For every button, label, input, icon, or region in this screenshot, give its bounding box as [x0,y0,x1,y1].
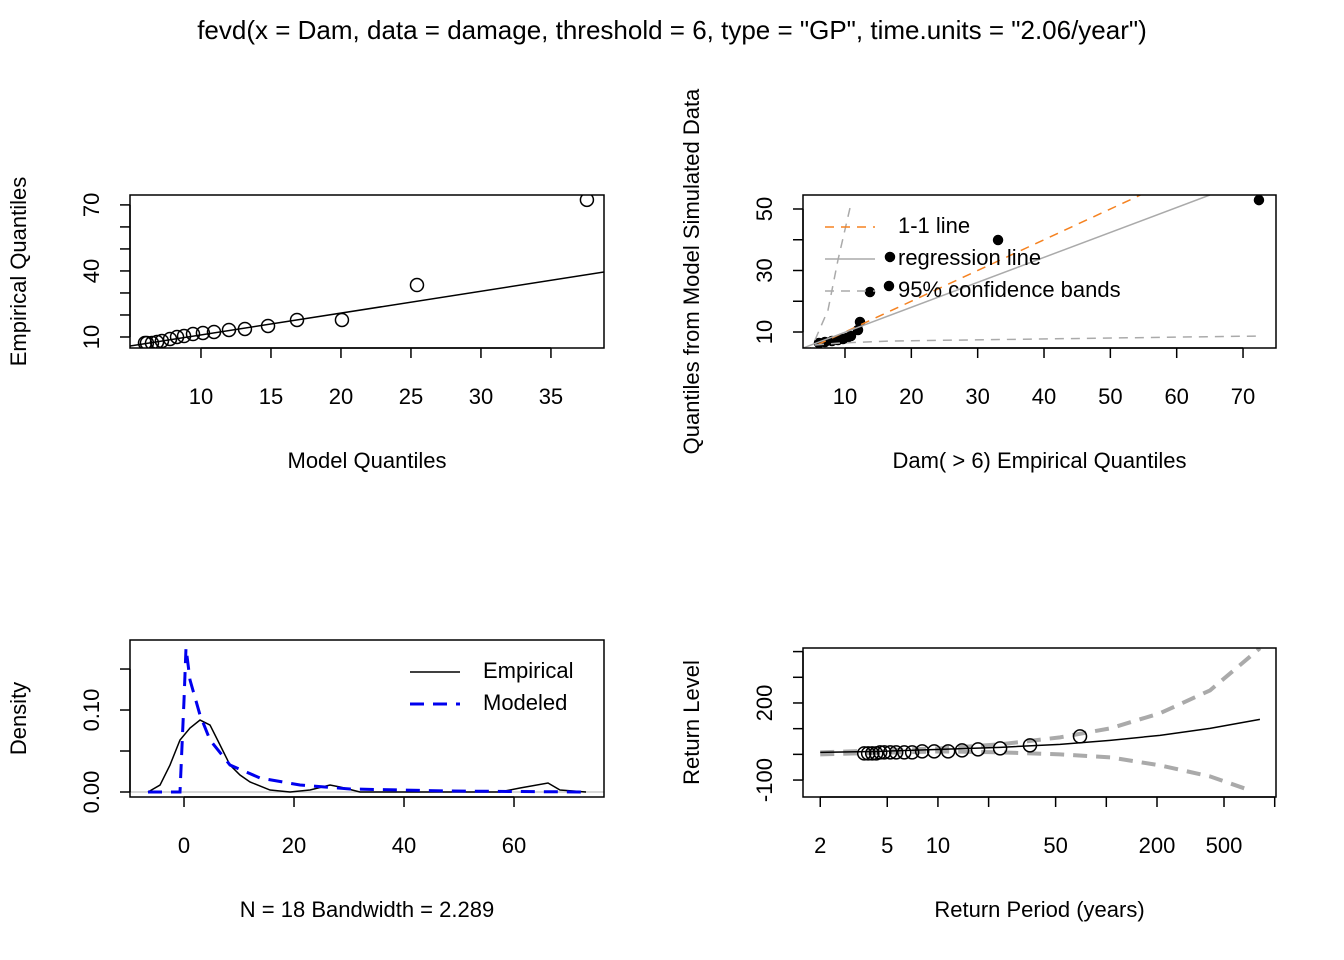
data-point [1253,195,1265,206]
y-tick-label: 10 [79,325,104,349]
x-tick-label: 500 [1206,833,1243,858]
x-tick-label: 2 [814,833,826,858]
data-point [992,741,1008,756]
y-tick-label: 0.10 [79,689,104,732]
data-point [914,744,930,759]
y-axis-title: Return Level [679,660,704,785]
plot-frame [129,194,605,349]
plot-area [130,647,604,794]
data-point [864,746,880,761]
x-axis-title: Dam( > 6) Empirical Quantiles [892,448,1186,473]
data-point [888,745,904,760]
data-point [872,745,888,760]
data-point [992,234,1004,246]
x-axis-title: Model Quantiles [288,448,447,473]
y-tick-label: -100 [752,758,777,802]
legend-label: 95% confidence bands [898,277,1121,302]
x-tick-label: 20 [282,833,306,858]
plot-frame [802,194,1277,349]
y-tick-label: 70 [79,193,104,217]
y-tick-label: 30 [752,258,777,282]
data-point [289,312,305,328]
plot-frame [129,639,605,798]
x-tick-label: 50 [1043,833,1067,858]
data-point [883,280,895,292]
x-tick-label: 40 [1032,384,1056,409]
x-tick-label: 30 [469,384,493,409]
series-line [808,195,1141,348]
data-point [884,251,896,263]
plot-area [803,195,1265,348]
panel: 10 20 30 40 50 60 70 10 30 50 Dam( > 6) Empirical … [679,88,1277,473]
x-tick-label: 15 [259,384,283,409]
panel: 2 5 10 50 200 500 -100 200 Return Period (years)… [679,647,1277,922]
data-point [185,326,201,342]
y-axis-title: Density [6,682,31,755]
x-tick-label: 5 [881,833,893,858]
x-tick-label: 40 [392,833,416,858]
data-point [579,195,595,208]
panel: 0 20 40 60 0.00 0.10 N = 18 Bandwidth = 2.289 D… [6,639,605,922]
data-point [970,742,986,757]
y-tick-label: 0.00 [79,771,104,814]
x-tick-label: 0 [178,833,190,858]
y-tick-label: 200 [752,685,777,722]
data-point [954,743,970,758]
x-tick-label: 25 [399,384,423,409]
x-tick-label: 60 [502,833,526,858]
data-point [940,744,956,759]
y-tick-label: 10 [752,320,777,344]
x-tick-label: 200 [1139,833,1176,858]
x-tick-label: 50 [1098,384,1122,409]
data-point [1022,738,1038,753]
x-tick-label: 10 [189,384,213,409]
legend-label: regression line [898,245,1041,270]
panel: 10 15 20 25 30 35 10 40 70 Model Quantiles Empiric… [6,177,605,473]
data-point [883,745,898,760]
legend-label: Empirical [483,658,573,683]
x-tick-label: 30 [965,384,989,409]
x-tick-label: 60 [1164,384,1188,409]
data-point [1072,729,1088,744]
y-axis-title: Empirical Quantiles [6,177,31,367]
data-point [864,286,876,298]
data-point [926,744,942,759]
plot-frame [802,647,1277,798]
x-tick-label: 10 [926,833,950,858]
x-axis-title: N = 18 Bandwidth = 2.289 [240,897,494,922]
data-point [856,746,872,761]
series-line [147,647,587,794]
plot-area [820,648,1262,793]
x-tick-label: 10 [833,384,857,409]
data-point [904,745,920,760]
y-tick-label: 50 [752,197,777,221]
data-point [409,277,425,293]
x-tick-label: 20 [329,384,353,409]
series-line [803,195,1211,348]
y-axis-title: Quantiles from Model Simulated Data [679,88,704,454]
x-tick-label: 70 [1231,384,1255,409]
legend-label: Modeled [483,690,567,715]
x-tick-label: 35 [539,384,563,409]
series-line [130,271,604,347]
figure-title: fevd(x = Dam, data = damage, threshold =… [197,15,1147,45]
data-point [897,745,912,760]
data-point [860,746,876,761]
data-point [845,330,857,342]
y-tick-label: 40 [79,259,104,283]
data-point [877,745,892,760]
x-tick-label: 20 [899,384,923,409]
series-line [820,718,1261,754]
x-axis-title: Return Period (years) [934,897,1144,922]
legend-label: 1-1 line [898,213,970,238]
series-line [814,207,1261,346]
